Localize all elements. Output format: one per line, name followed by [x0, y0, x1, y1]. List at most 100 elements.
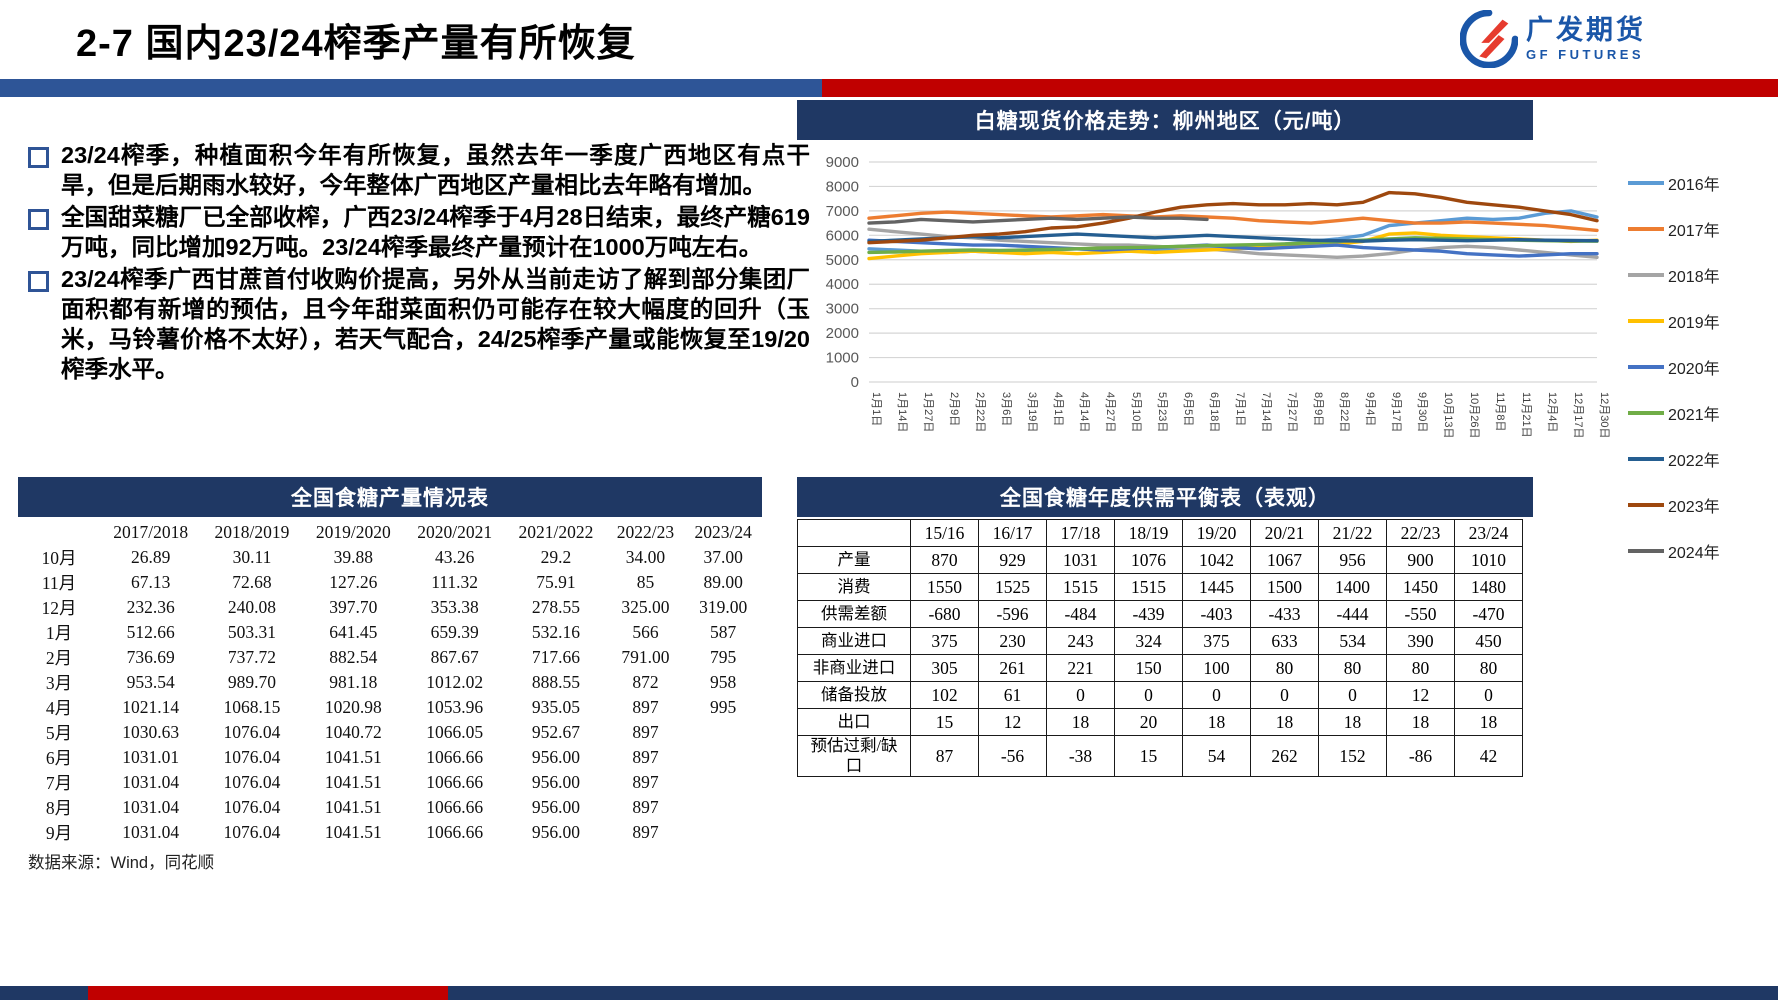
- x-axis-tick-label: 7月1日: [1234, 392, 1246, 426]
- table-row: 消费 1550 1525 1515 1515 1445 1500 1400 1450 1480: [797, 573, 1523, 601]
- data-source-note: 数据来源：Wind，同花顺: [28, 854, 215, 872]
- table-header-cell: 2021/2022: [518, 522, 594, 542]
- table-cell: 795: [710, 647, 737, 667]
- y-axis-tick-label: 6000: [826, 227, 859, 244]
- table-row: 预估过剩/缺口 87 -56 -38 15 54 262 152 -86 42: [797, 735, 1523, 777]
- table-cell: 956.00: [531, 772, 581, 792]
- legend-line-swatch: [1628, 273, 1664, 277]
- chart-line-2017年: [867, 210, 1599, 233]
- table-cell: -596: [978, 600, 1047, 628]
- table-cell: 80: [1386, 654, 1455, 682]
- table-header-cell: 2017/2018: [113, 522, 189, 542]
- table-cell: -470: [1454, 600, 1523, 628]
- bullet-square-icon: [28, 271, 49, 292]
- bullet-item: 23/24榨季，种植面积今年有所恢复，虽然去年一季度广西地区有点干旱，但是后期雨…: [28, 140, 810, 200]
- row-label-cell: 非商业进口: [797, 654, 911, 682]
- table-header-cell: [797, 519, 911, 547]
- legend-label: 2020年: [1668, 361, 1720, 378]
- table-cell: 897: [632, 797, 659, 817]
- table-cell: 72.68: [232, 572, 272, 592]
- table-cell: 87: [910, 735, 979, 777]
- y-axis-tick-label: 3000: [826, 301, 859, 318]
- production-table: 2017/2018 2018/2019 2019/2020 2020/2021 2021…: [18, 520, 762, 845]
- row-label-cell: 消费: [797, 573, 911, 601]
- table-cell: 305: [910, 654, 979, 682]
- y-axis-tick-label: 1000: [826, 350, 859, 367]
- chart-line-2018年: [867, 227, 1599, 260]
- chart-line-2023年: [867, 190, 1599, 245]
- table-row: 储备投放 102 61 0 0 0 0 0 12 0: [797, 681, 1523, 709]
- table-header-cell: 2020/2021: [417, 522, 493, 542]
- legend-item: 2022年: [1628, 448, 1746, 470]
- table-cell: 1076.04: [223, 747, 281, 767]
- legend-label: 2023年: [1668, 499, 1720, 516]
- table-cell: 1012.02: [426, 672, 484, 692]
- table-header-cell: 18/19: [1114, 519, 1183, 547]
- table-cell: 18: [1046, 708, 1115, 736]
- table-cell: 1041.51: [324, 772, 382, 792]
- table-cell: 1400: [1318, 573, 1387, 601]
- table-cell: 897: [632, 747, 659, 767]
- table-cell: 12: [978, 708, 1047, 736]
- legend-line-swatch: [1628, 549, 1664, 553]
- bullet-list: 23/24榨季，种植面积今年有所恢复，虽然去年一季度广西地区有点干旱，但是后期雨…: [28, 140, 810, 386]
- table-cell: 1031: [1046, 546, 1115, 574]
- month-label-cell: 6月: [45, 748, 73, 768]
- table-cell: 30.11: [232, 547, 272, 567]
- table-cell: 989.70: [227, 672, 277, 692]
- table-cell: 532.16: [531, 622, 581, 642]
- table-cell: [684, 820, 762, 845]
- month-label-cell: 7月: [45, 773, 73, 793]
- table-cell: 981.18: [329, 672, 378, 692]
- table-cell: 18: [1318, 708, 1387, 736]
- x-axis-tick-label: 4月27日: [1104, 392, 1116, 432]
- table-cell: 18: [1182, 708, 1251, 736]
- table-cell: 221: [1046, 654, 1115, 682]
- gf-futures-logo: 广发期货 GF FUTURES: [1460, 8, 1690, 70]
- table-cell: 80: [1250, 654, 1319, 682]
- table-cell: 37.00: [703, 547, 743, 567]
- table-cell: 75.91: [536, 572, 576, 592]
- month-label-cell: 10月: [41, 548, 77, 568]
- table-cell: 102: [910, 681, 979, 709]
- table-cell: 659.39: [430, 622, 479, 642]
- logo-english-text: GF FUTURES: [1526, 47, 1645, 62]
- table-cell: 0: [1454, 681, 1523, 709]
- table-row: 1月 512.66 503.31 641.45 659.39 532.16 566 587: [18, 620, 762, 645]
- table-cell: 1031.04: [122, 772, 180, 792]
- table-cell: 1066.66: [426, 822, 484, 842]
- month-label-cell: 3月: [45, 673, 73, 693]
- table-cell: 897: [632, 697, 659, 717]
- footer-bar-blue-right: [448, 986, 1778, 1000]
- table-cell: 1515: [1114, 573, 1183, 601]
- x-axis-tick-label: 10月26日: [1468, 392, 1480, 438]
- table-cell: 353.38: [430, 597, 479, 617]
- balance-table: 15/16 16/17 17/18 18/19 19/20 20/21 21/22 22/23…: [797, 519, 1523, 777]
- x-axis-tick-label: 11月21日: [1520, 392, 1532, 438]
- table-header-cell: 2018/2019: [214, 522, 290, 542]
- table-cell: 953.54: [126, 672, 175, 692]
- y-axis-tick-label: 5000: [826, 252, 859, 269]
- table-cell: 900: [1386, 546, 1455, 574]
- table-cell: 262: [1250, 735, 1319, 777]
- x-axis-tick-label: 1月14日: [896, 392, 908, 432]
- table-cell: 1042: [1182, 546, 1251, 574]
- table-cell: 888.55: [531, 672, 581, 692]
- table-cell: -484: [1046, 600, 1115, 628]
- legend-line-swatch: [1628, 227, 1664, 231]
- chart-line-2020年: [867, 238, 1599, 258]
- x-axis-tick-label: 5月23日: [1156, 392, 1168, 432]
- table-cell: 1076.04: [223, 722, 281, 742]
- table-cell: 870: [910, 546, 979, 574]
- table-cell: 54: [1182, 735, 1251, 777]
- table-cell: 956.00: [531, 747, 581, 767]
- month-label-cell: 12月: [41, 598, 77, 618]
- table-cell: -403: [1182, 600, 1251, 628]
- table-cell: 61: [978, 681, 1047, 709]
- table-cell: 152: [1318, 735, 1387, 777]
- month-label-cell: 8月: [45, 798, 73, 818]
- table-cell: 1515: [1046, 573, 1115, 601]
- table-cell: 956.00: [531, 822, 581, 842]
- table-cell: 1066.05: [426, 722, 484, 742]
- x-axis-tick-label: 4月14日: [1078, 392, 1090, 432]
